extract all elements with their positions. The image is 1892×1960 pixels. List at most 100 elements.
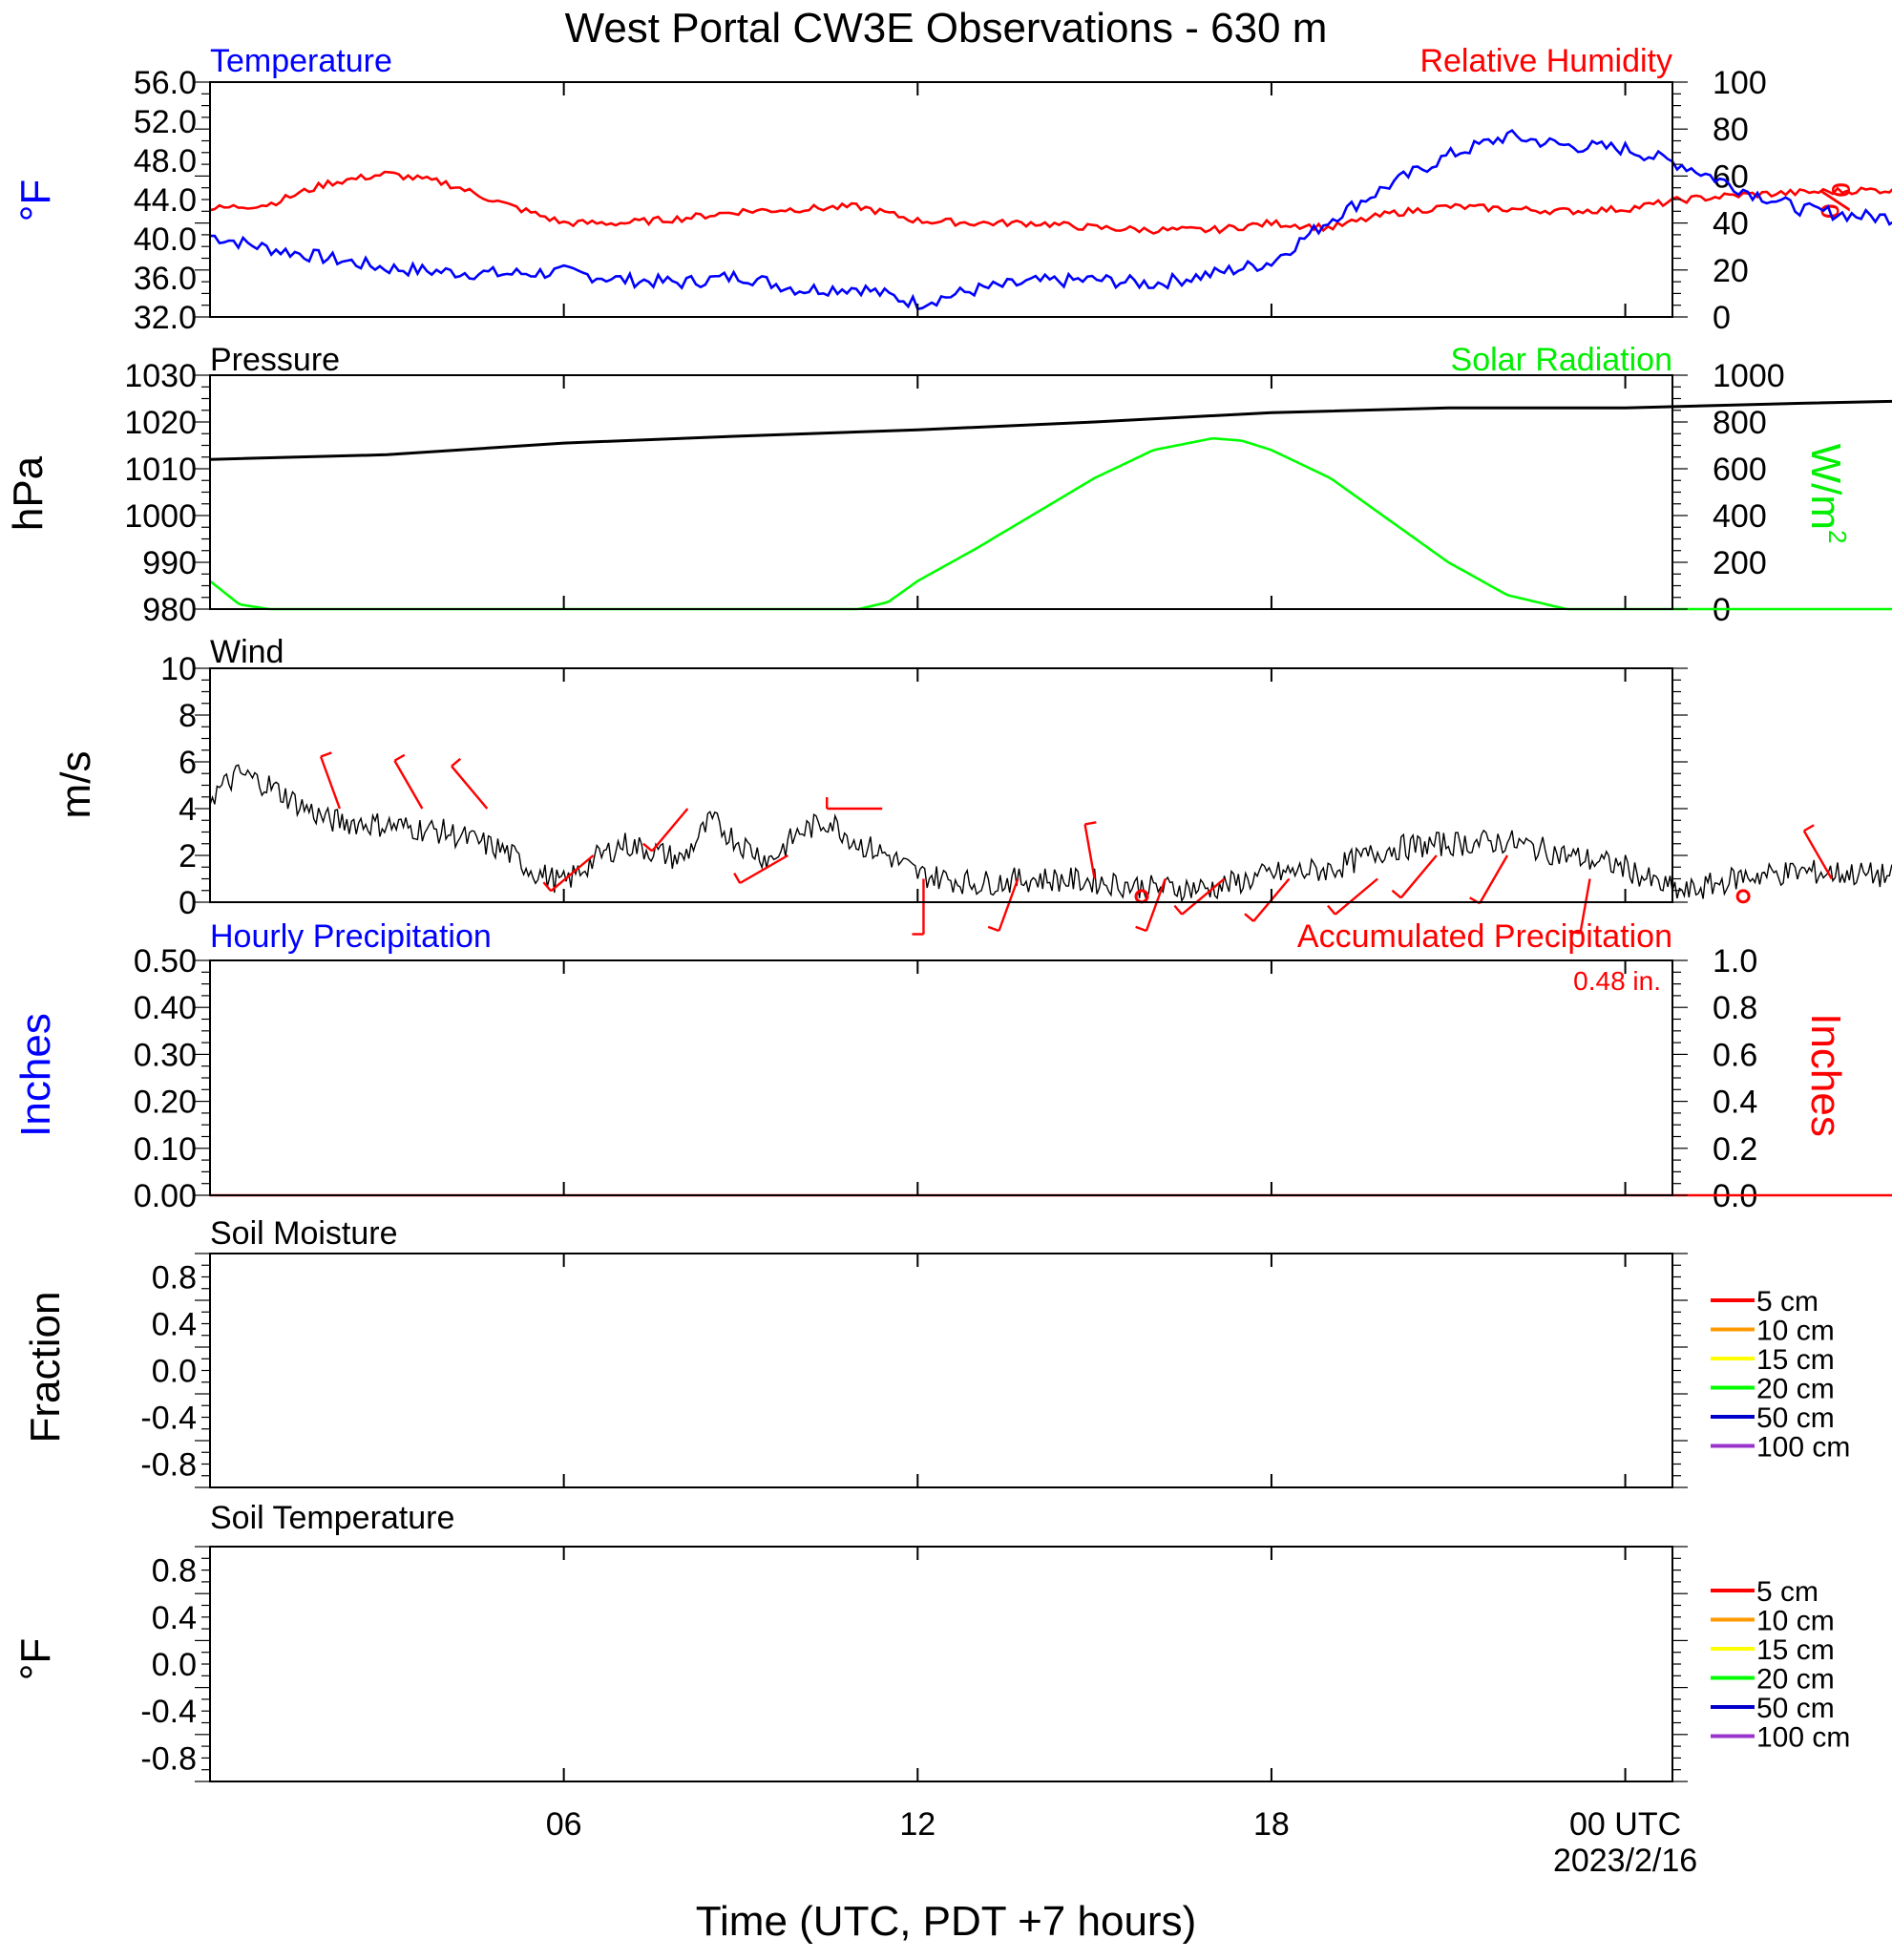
wind-barb	[998, 878, 1020, 932]
y-tick-label: 4	[179, 791, 197, 828]
y-tick-label: 400	[1713, 498, 1767, 535]
wind-barb	[739, 854, 788, 885]
y-tick-label: 0.8	[152, 1553, 197, 1590]
panel-frame	[209, 81, 1673, 318]
wind-barb	[1145, 878, 1167, 932]
x-axis-title: Time (UTC, PDT +7 hours)	[696, 1898, 1196, 1945]
y-tick-label: 0.4	[1713, 1085, 1757, 1121]
wind-barb-flag	[1173, 904, 1184, 916]
soil-temperature-panel: Soil Temperature °F -0.8 -0.4 0.0 0.4 0.8 5 …	[12, 1500, 1850, 1777]
hourly-precip-y-ticks: 0.00 0.10 0.20 0.30 0.40 0.50	[134, 943, 197, 1214]
y-tick-label: 100	[1713, 65, 1767, 101]
x-tick-label: 12	[899, 1806, 935, 1843]
pressure-series-line	[209, 399, 1892, 461]
panel-frame	[209, 1253, 1673, 1488]
y-tick-label: 0.10	[134, 1131, 197, 1168]
accum-precip-axis-label: Inches	[1802, 1013, 1849, 1137]
legend-label: 10 cm	[1756, 1606, 1835, 1637]
y-tick-label: 0.50	[134, 943, 197, 980]
wind-panel: Wind m/s 0 2 4 6 8 10	[53, 634, 1892, 936]
hourly-precip-axis-label: Inches	[12, 1013, 59, 1137]
wind-barb	[1083, 824, 1096, 879]
y-tick-label: 0.0	[152, 1354, 197, 1390]
soil-temperature-title: Soil Temperature	[210, 1500, 454, 1536]
y-tick-label: 2	[179, 838, 197, 875]
y-tick-label: 600	[1713, 452, 1767, 488]
y-tick-label: 0.20	[134, 1085, 197, 1121]
wind-barbs	[319, 751, 1833, 936]
solar-panel-title: Solar Radiation	[1451, 342, 1672, 378]
y-tick-label: 32.0	[134, 300, 197, 336]
wind-barb-flag	[642, 842, 653, 853]
legend-label: 100 cm	[1756, 1432, 1850, 1464]
soil-moisture-y-ticks: -0.8 -0.4 0.0 0.4 0.8	[140, 1260, 197, 1484]
x-tick-label: 06	[546, 1806, 582, 1843]
wind-barb-flag	[320, 751, 332, 758]
y-tick-label: 1000	[1713, 358, 1785, 394]
accum-precip-title: Accumulated Precipitation	[1297, 918, 1672, 955]
x-tick-label: 00 UTC	[1569, 1806, 1681, 1843]
y-tick-label: 1010	[124, 452, 197, 488]
soil-temperature-axis-label: °F	[12, 1638, 59, 1680]
y-tick-label: 1000	[124, 498, 197, 535]
precipitation-panel: Hourly Precipitation Accumulated Precipi…	[12, 918, 1892, 1214]
x-tick-label: 18	[1253, 1806, 1290, 1843]
x-tick-date: 2023/2/16	[1553, 1843, 1697, 1879]
accum-precip-y-ticks: 0.00.20.40.60.81.0	[1713, 943, 1757, 1214]
y-tick-label: 0.4	[152, 1600, 197, 1636]
y-tick-label: 8	[179, 698, 197, 734]
legend-label: 50 cm	[1756, 1693, 1835, 1724]
soil-moisture-panel: Soil Moisture Fraction -0.8 -0.4 0.0 0.4 0.8…	[22, 1215, 1850, 1484]
calm-wind-circle	[1735, 889, 1751, 904]
y-tick-label: -0.4	[140, 1401, 197, 1437]
y-tick-label: 36.0	[134, 261, 197, 297]
wind-barb	[550, 854, 595, 893]
y-tick-label: -0.8	[140, 1740, 197, 1777]
panel-frames	[195, 81, 1688, 1782]
y-tick-label: 990	[142, 545, 197, 581]
y-tick-label: 200	[1713, 545, 1767, 581]
y-tick-label: 0.6	[1713, 1037, 1757, 1073]
y-tick-label: 1.0	[1713, 943, 1757, 980]
y-tick-label: 0	[179, 885, 197, 921]
legend-label: 100 cm	[1756, 1722, 1850, 1754]
hourly-precip-title: Hourly Precipitation	[210, 918, 492, 955]
y-tick-label: 0.8	[1713, 990, 1757, 1026]
pressure-panel-title: Pressure	[210, 342, 340, 378]
pressure-y-ticks: 980 990 1000 1010 1020 1030	[124, 358, 197, 628]
wind-barb	[651, 808, 689, 853]
y-tick-label: 48.0	[134, 143, 197, 179]
wind-barb-flag	[1135, 925, 1147, 933]
temperature-y-ticks: 32.036.040.044.048.052.056.0	[134, 65, 197, 336]
legend-label: 5 cm	[1756, 1286, 1818, 1317]
wind-barb-flag	[1327, 904, 1336, 916]
y-tick-label: -0.4	[140, 1694, 197, 1730]
y-tick-label: 0.2	[1713, 1131, 1757, 1168]
wind-barb-flag	[1244, 913, 1254, 922]
legend-label: 15 cm	[1756, 1634, 1835, 1666]
y-tick-label: 0.0	[152, 1647, 197, 1683]
wind-barb	[1399, 854, 1438, 899]
wind-barb-flag	[542, 881, 553, 893]
wind-barb-flag	[1568, 930, 1581, 935]
solar-axis-label: W/m2	[1802, 444, 1852, 544]
y-tick-label: 0.30	[134, 1037, 197, 1073]
panel-frame	[209, 959, 1673, 1196]
y-tick-label: 800	[1713, 405, 1767, 441]
figure-title: West Portal CW3E Observations - 630 m	[565, 5, 1328, 52]
legend-label: 15 cm	[1756, 1344, 1835, 1376]
soil-moisture-title: Soil Moisture	[210, 1215, 398, 1252]
wind-axis-label: m/s	[53, 751, 99, 819]
wind-barb	[1579, 878, 1591, 934]
precip-total-label: 0.48 in.	[1573, 966, 1661, 996]
y-tick-label: 10	[160, 651, 197, 687]
wind-barb	[319, 756, 342, 810]
y-tick-label: 0.00	[134, 1178, 197, 1214]
wind-barb-flag	[1084, 821, 1097, 826]
wind-barb	[1802, 830, 1833, 880]
wind-barb-flag	[1803, 824, 1815, 832]
